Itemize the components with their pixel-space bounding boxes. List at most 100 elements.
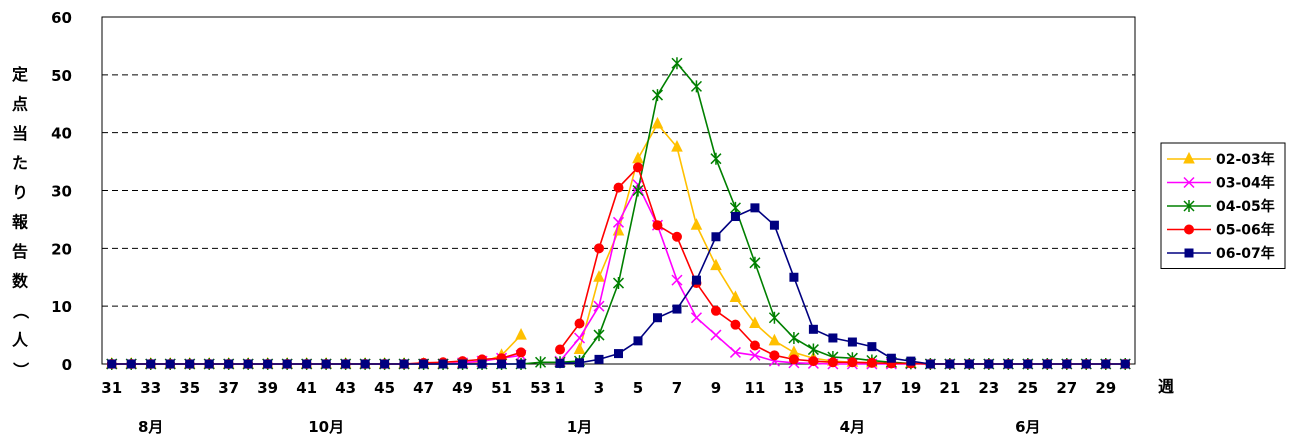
legend-item: 03-04年 [1167,175,1275,192]
month-label: 10月 [308,418,344,436]
data-point [107,359,117,369]
y-axis-label-char: た [12,154,28,173]
legend-marker [1184,248,1194,258]
data-point [573,342,586,355]
data-point [768,311,780,324]
data-point [419,359,429,369]
data-point [497,359,507,369]
gridlines [102,74,1135,307]
data-point [438,359,448,369]
data-point [769,220,779,230]
data-point [126,359,136,369]
data-point [632,184,644,197]
data-point [516,359,526,369]
data-point [651,89,664,102]
data-point [750,203,760,213]
y-axis-label-char: （ [11,303,30,319]
y-axis-label-char: 人 [12,331,29,350]
data-point [710,329,722,341]
x-tick-label: 49 [452,379,473,397]
data-point [1120,359,1130,369]
data-point [282,359,292,369]
data-point [925,359,935,369]
data-point [593,329,605,342]
data-point [614,349,623,359]
data-point [690,218,703,230]
legend-item: 05-06年 [1167,222,1275,239]
series-group [105,57,1131,370]
y-axis-label-char: り [12,183,28,202]
x-tick-label: 53 [530,379,551,397]
data-point [808,356,819,367]
x-tick-label: 35 [179,379,200,397]
data-point [710,258,722,271]
y-axis-label-char: 点 [12,95,28,114]
y-tick-label: 20 [51,240,72,258]
data-point [477,359,487,369]
data-point [769,350,780,361]
series-06-07年 [107,203,1130,369]
x-tick-label: 51 [491,379,512,397]
data-point [555,358,565,368]
month-label: 1月 [567,418,592,436]
data-point [360,359,370,369]
data-point [867,342,877,352]
data-point [730,319,741,330]
legend-marker [1183,200,1195,212]
x-tick-label: 7 [672,379,682,397]
data-point [749,256,761,269]
data-point [380,359,390,369]
y-axis-label-char: 告 [12,242,28,261]
data-point [302,359,312,369]
data-point [535,356,547,369]
data-point [866,357,877,368]
data-point [671,57,683,70]
x-tick-label: 15 [822,379,843,397]
data-point [672,304,682,314]
legend-item: 06-07年 [1167,245,1275,262]
x-tick-label: 21 [939,379,960,397]
data-point [594,354,604,364]
month-label: 6月 [1015,418,1040,436]
data-point [593,270,605,282]
y-tick-label: 40 [51,125,72,143]
data-point [964,359,974,369]
y-axis-label-char: 当 [12,124,28,143]
data-point [204,359,214,369]
legend-marker [1184,224,1194,235]
data-point [516,347,527,358]
x-axis-label: 週 [1158,377,1174,396]
data-point [575,358,585,368]
x-tick-label: 37 [218,379,239,397]
data-point [906,356,916,366]
data-point [984,359,994,369]
legend-item: 02-03年 [1167,151,1275,168]
data-point [749,340,760,351]
y-tick-label: 10 [51,298,72,316]
data-point [730,212,740,222]
data-point [749,316,761,329]
data-point [749,349,761,361]
x-tick-label: 19 [900,379,921,397]
data-point [612,216,625,228]
y-axis-label-char: 報 [12,213,29,232]
data-point [690,80,702,93]
legend-marker [1183,176,1195,189]
data-point [729,290,742,302]
data-point [458,359,468,369]
data-point [1042,359,1052,369]
data-point [1081,359,1091,369]
x-tick-label: 1 [555,379,565,397]
data-point [691,275,701,285]
x-tick-label: 43 [335,379,356,397]
data-point [652,220,663,231]
data-point [613,182,624,193]
data-point [574,318,585,329]
x-tick-label: 33 [140,379,161,397]
data-point [807,343,819,356]
data-point [847,357,858,368]
x-tick-label: 3 [594,379,604,397]
data-point [573,332,586,344]
